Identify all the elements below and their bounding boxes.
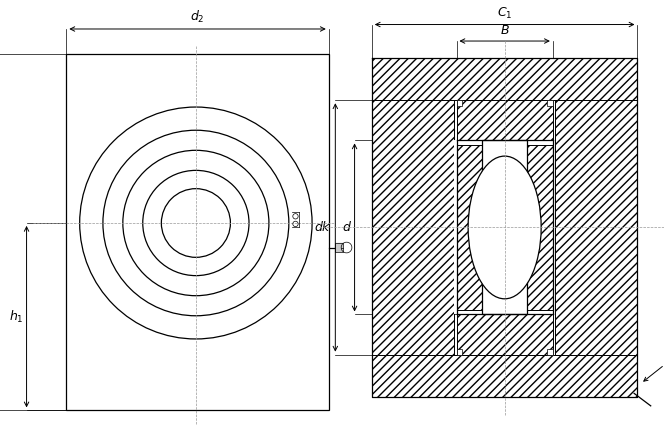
Text: $B$: $B$	[500, 25, 509, 37]
Ellipse shape	[468, 156, 541, 299]
Ellipse shape	[161, 189, 230, 257]
Bar	[335, 243, 343, 252]
Bar	[556, 100, 637, 355]
Ellipse shape	[143, 170, 249, 276]
Bar	[372, 100, 454, 355]
Bar	[372, 355, 637, 397]
Bar	[482, 140, 527, 314]
Bar	[457, 145, 482, 310]
Text: $h_1$: $h_1$	[9, 309, 23, 325]
Text: $C_1$: $C_1$	[497, 6, 513, 21]
Bar	[454, 140, 556, 314]
Text: $d$: $d$	[342, 220, 352, 235]
Text: $dk$: $dk$	[314, 220, 331, 235]
Bar	[66, 54, 329, 410]
Bar	[548, 349, 553, 355]
Text: $a°$: $a°$	[644, 351, 664, 381]
Bar	[372, 58, 637, 100]
Bar	[457, 100, 553, 140]
Bar	[527, 145, 553, 310]
Ellipse shape	[103, 130, 289, 316]
Ellipse shape	[123, 150, 269, 296]
Ellipse shape	[80, 107, 312, 339]
Text: $d_2$: $d_2$	[191, 9, 205, 25]
Bar	[457, 314, 553, 355]
Bar	[457, 100, 462, 106]
Bar	[457, 349, 462, 355]
Bar	[548, 100, 553, 106]
